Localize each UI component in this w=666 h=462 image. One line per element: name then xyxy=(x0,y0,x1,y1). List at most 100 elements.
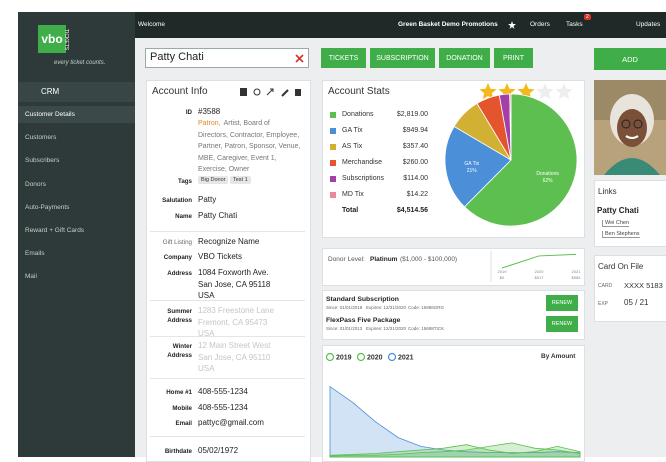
history-chart: 2019 2020 2021 xyxy=(325,352,581,458)
divider xyxy=(150,336,305,337)
tagline: every ticket counts. xyxy=(54,60,106,66)
since: Since: 01/01/2018 xyxy=(326,305,363,310)
field-label: Summer Address xyxy=(167,308,192,324)
org-name[interactable]: Green Basket Demo Promotions xyxy=(398,21,498,28)
field-value: Artist, Board of xyxy=(223,120,270,127)
field-value: 408-555-1234 xyxy=(198,403,248,412)
stat-name: Donations xyxy=(342,111,374,118)
nav-item[interactable]: Reward + Gift Cards xyxy=(25,227,85,234)
card-panel xyxy=(594,255,666,322)
exp-label: EXP xyxy=(598,301,609,307)
action-button[interactable]: DONATION xyxy=(439,48,490,68)
stat-name: GA Tix xyxy=(342,127,363,134)
rating[interactable] xyxy=(478,82,578,102)
field-value: 1283 Freestone Lane xyxy=(198,306,275,315)
account-info-panel xyxy=(146,80,311,462)
crm-row[interactable] xyxy=(18,82,135,102)
star xyxy=(479,83,497,100)
donor-range: ($1,000 - $100,000) xyxy=(400,256,458,263)
updates[interactable]: Updates xyxy=(636,21,661,28)
pie-slice xyxy=(444,125,512,208)
action-button[interactable]: PRINT xyxy=(494,48,533,68)
logo[interactable]: vbo xyxy=(38,25,66,53)
related-link[interactable]: Wei Chen xyxy=(602,220,630,227)
legend-swatch xyxy=(330,128,336,134)
field-value: USA xyxy=(198,364,215,373)
toolbar-icons[interactable] xyxy=(240,88,304,97)
slice-percent: 21% xyxy=(467,168,478,174)
legend-swatch xyxy=(330,144,336,150)
orders[interactable]: Orders xyxy=(530,21,550,28)
sidebar xyxy=(18,12,135,457)
donor-level: Platinum xyxy=(370,256,398,263)
legend-label: 2019 xyxy=(336,355,352,362)
nav-item[interactable]: Donors xyxy=(25,180,46,188)
donor-sparkline: 2019$0 2020$517 2021$585 xyxy=(490,251,581,282)
field-label: Home #1 xyxy=(166,389,192,396)
since: Since: 01/01/2013 xyxy=(326,326,363,331)
profile-photo xyxy=(594,80,666,175)
card-label: CARD xyxy=(598,283,613,289)
spark-x-label: 2020 xyxy=(535,269,545,274)
stat-value: $14.22 xyxy=(406,191,428,198)
crm-label: CRM xyxy=(41,87,60,96)
stat-name: AS Tix xyxy=(342,143,363,150)
field-value: San Jose, CA 95110 xyxy=(198,352,271,362)
related-link[interactable]: Ben Stephens xyxy=(602,231,640,238)
nav-item[interactable]: Customers xyxy=(25,134,57,142)
sort-label[interactable]: By Amount xyxy=(541,353,576,360)
card-exp: 05 / 21 xyxy=(624,298,649,307)
nav-item[interactable]: Subscribers xyxy=(25,157,60,165)
slice-label: Donations xyxy=(536,171,559,177)
star xyxy=(536,83,554,100)
subscription-name: FlexPass Five Package xyxy=(326,317,401,324)
legend-marker xyxy=(387,352,397,362)
field-value: Partner, Patron, Sponsor, Venue, xyxy=(198,143,301,150)
tasks[interactable]: Tasks xyxy=(566,21,583,28)
field-label: Address xyxy=(167,270,192,277)
link-name[interactable]: Patty Chati xyxy=(597,206,639,215)
panel-title: Account Stats xyxy=(328,86,390,97)
total-label: Total xyxy=(342,207,359,214)
nav-item[interactable]: Mail xyxy=(25,273,37,281)
clear-icon[interactable] xyxy=(295,54,304,63)
card-number: XXXX 5183 xyxy=(624,281,663,290)
search-box[interactable] xyxy=(145,48,309,68)
field-value: Patty xyxy=(198,195,217,204)
panel-title: Card On File xyxy=(598,262,644,271)
nav-item[interactable]: Auto-Payments xyxy=(25,203,70,211)
field-label: Tags xyxy=(178,178,192,185)
total-value: $4,514.56 xyxy=(396,207,428,214)
field-value: 1084 Foxworth Ave. xyxy=(198,268,269,277)
legend-marker xyxy=(325,352,335,362)
code: Code: 15986GRG xyxy=(408,305,445,310)
field-label: ID xyxy=(185,109,192,116)
subscription-name: Standard Subscription xyxy=(326,296,399,303)
field-value: Exercise, Owner xyxy=(198,166,250,173)
action-button[interactable]: SUBSCRIPTION xyxy=(370,48,435,68)
field-value: USA xyxy=(198,329,215,338)
stat-value: $357.40 xyxy=(402,143,428,150)
nav-item[interactable]: Customer Details xyxy=(25,111,75,118)
spark-value-label: $585 xyxy=(572,275,582,280)
star-icon[interactable] xyxy=(508,21,516,29)
renew-button[interactable]: RENEW xyxy=(546,316,578,332)
field-label: Birthdate xyxy=(164,448,192,455)
divider xyxy=(150,378,305,379)
field-value: MBE, Caregiver, Event 1, xyxy=(198,154,277,162)
code: Code: 15698TICK xyxy=(408,326,445,331)
action-button[interactable]: TICKETS xyxy=(321,48,366,68)
star xyxy=(555,83,573,100)
renew-button[interactable]: RENEW xyxy=(546,295,578,311)
pie-slice xyxy=(509,93,512,161)
slice-percent: 62% xyxy=(543,178,554,184)
legend-swatch xyxy=(330,176,336,182)
spark-value-label: $0 xyxy=(500,275,505,280)
nav-item[interactable]: Emails xyxy=(25,250,45,258)
field-value: 12 Main Street West xyxy=(198,341,271,350)
add-button[interactable]: ADD xyxy=(594,48,666,70)
field-value: VBO Tickets xyxy=(198,252,243,261)
area xyxy=(329,442,581,458)
